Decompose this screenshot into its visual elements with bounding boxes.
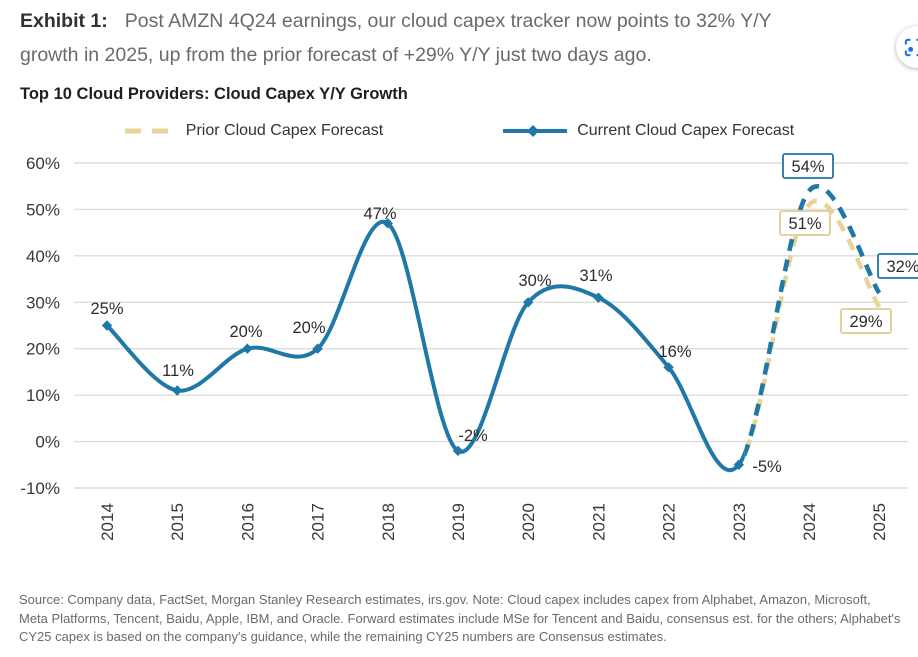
svg-text:25%: 25% (90, 300, 123, 318)
legend-item-current: Current Cloud Capex Forecast (503, 122, 794, 140)
caption-line1: Post AMZN 4Q24 earnings, our cloud capex… (124, 10, 772, 32)
y-axis-labels: 60% 50% 40% 30% 20% 10% 0% -10% (20, 154, 60, 498)
svg-text:2024: 2024 (800, 503, 819, 541)
svg-text:29%: 29% (849, 313, 882, 331)
source-note: Source: Company data, FactSet, Morgan St… (19, 592, 901, 644)
svg-text:-2%: -2% (458, 427, 488, 445)
svg-text:2018: 2018 (379, 503, 398, 541)
current-series-line-forecast (744, 184, 882, 460)
svg-text:-10%: -10% (20, 479, 60, 498)
current-series-swatch (503, 125, 568, 137)
gridlines (74, 162, 908, 489)
prior-series-swatch (124, 128, 175, 134)
caption-line2: growth in 2025, up from the prior foreca… (20, 44, 652, 66)
svg-text:20%: 20% (26, 340, 60, 359)
svg-text:30%: 30% (26, 293, 60, 312)
svg-text:60%: 60% (26, 154, 60, 173)
svg-text:47%: 47% (363, 205, 396, 223)
svg-text:2017: 2017 (309, 503, 328, 541)
svg-text:-5%: -5% (752, 458, 782, 476)
svg-text:2016: 2016 (238, 503, 257, 541)
svg-text:54%: 54% (791, 158, 824, 176)
svg-text:50%: 50% (26, 200, 60, 219)
svg-text:11%: 11% (162, 362, 194, 380)
svg-text:51%: 51% (788, 215, 821, 233)
svg-text:2022: 2022 (660, 503, 679, 541)
svg-text:2014: 2014 (98, 503, 117, 541)
exhibit-caption: Exhibit 1: Post AMZN 4Q24 earnings, our c… (20, 4, 878, 72)
svg-text:2021: 2021 (589, 503, 608, 541)
svg-text:2015: 2015 (168, 503, 187, 541)
data-point-markers (101, 218, 744, 470)
x-axis-labels: 2014 2015 2016 2017 2018 2019 2020 2021 2022 2023… (98, 503, 889, 541)
screenshot-lens-icon (904, 38, 918, 56)
screenshot-button[interactable] (896, 26, 918, 68)
svg-text:30%: 30% (518, 272, 551, 290)
svg-text:0%: 0% (35, 433, 60, 452)
legend-item-prior: Prior Cloud Capex Forecast (124, 122, 383, 140)
svg-text:2019: 2019 (449, 503, 468, 541)
chart-title: Top 10 Cloud Providers: Cloud Capex Y/Y … (20, 85, 408, 103)
exhibit-number: Exhibit 1: (20, 10, 108, 32)
legend-label-prior: Prior Cloud Capex Forecast (185, 122, 384, 139)
svg-text:20%: 20% (292, 319, 325, 337)
chart-legend: Prior Cloud Capex Forecast Current Cloud… (0, 122, 918, 140)
svg-text:40%: 40% (26, 247, 60, 266)
svg-text:2023: 2023 (730, 503, 749, 541)
svg-text:2025: 2025 (870, 503, 889, 541)
svg-text:10%: 10% (26, 386, 60, 405)
svg-text:20%: 20% (229, 323, 262, 341)
svg-text:32%: 32% (886, 258, 918, 276)
current-series-line-solid (105, 219, 745, 473)
svg-text:2020: 2020 (519, 503, 538, 541)
line-chart: 60% 50% 40% 30% 20% 10% 0% -10% 2014 2015 2016 2017… (20, 153, 918, 541)
svg-text:31%: 31% (579, 267, 612, 285)
svg-text:16%: 16% (658, 343, 691, 361)
data-labels: 25% 11% 20% 20% 47% -2% 30% 31% 16% -5% 54% 51% 32% 2… (90, 153, 918, 476)
legend-label-current: Current Cloud Capex Forecast (577, 122, 795, 139)
